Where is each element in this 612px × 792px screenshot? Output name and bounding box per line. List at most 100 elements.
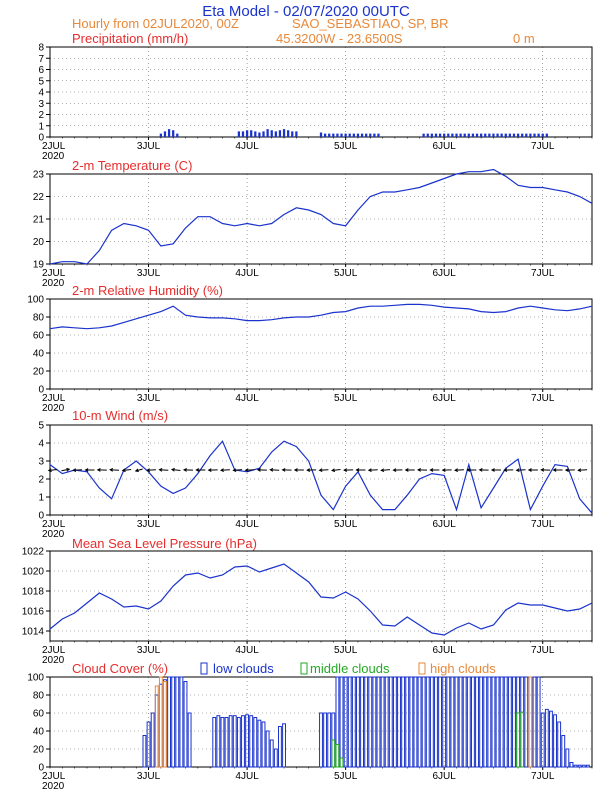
- rh-xtick-label: 6JUL: [433, 393, 457, 404]
- cloud-low-bar: [212, 717, 217, 768]
- wind-xtick-label: 6JUL: [433, 519, 457, 530]
- wind-arrow-shaft: [135, 468, 143, 472]
- temp-xtick-label: 4JUL: [235, 268, 259, 279]
- precip-bar: [512, 133, 516, 137]
- wind-arrow-shaft: [48, 468, 58, 472]
- precip-bar: [521, 133, 524, 137]
- wind-year-label: 2020: [42, 529, 65, 540]
- precip-bar: [488, 133, 491, 137]
- precip-bar: [480, 133, 483, 137]
- precip-ytick-label: 3: [38, 99, 44, 110]
- rh-series-line: [49, 303, 593, 330]
- precip-bar: [266, 129, 269, 137]
- wind-arrow-head: [552, 468, 557, 472]
- wind-arrow-head: [343, 468, 348, 472]
- cloud-low-bar: [405, 676, 410, 768]
- legend-low-label: low clouds: [213, 661, 274, 676]
- wind-arrow-shaft: [122, 468, 132, 472]
- cloud-xtick-label: 5JUL: [334, 771, 358, 782]
- cloud-low-bar: [429, 676, 434, 768]
- mslp-ytick-label: 1022: [22, 547, 45, 558]
- temp-xtick-label: 7JUL: [531, 268, 555, 279]
- cloud-low-bar: [228, 715, 233, 768]
- temp-ytick-label: 20: [33, 237, 45, 248]
- wind-arrow-head: [380, 468, 385, 473]
- cloud-high-bar: [154, 685, 159, 768]
- cloud-low-bar: [236, 717, 241, 768]
- cloud-low-bar: [347, 676, 352, 768]
- cloud-low-bar: [323, 712, 328, 768]
- cloud-low-bar: [565, 748, 570, 768]
- panel-title-precip: Precipitation (mm/h): [72, 31, 188, 46]
- precip-xtick-label: 7JUL: [531, 141, 555, 152]
- cloud-low-bar: [425, 676, 430, 768]
- precip-ytick-label: 4: [38, 88, 44, 99]
- precip-bar: [360, 133, 364, 137]
- precip-bar: [282, 129, 286, 137]
- precip-ytick-label: 6: [38, 65, 44, 76]
- wind-arrow-shaft: [233, 469, 243, 471]
- header-elevation: 0 m: [513, 31, 535, 46]
- cloud-low-bar: [360, 676, 364, 768]
- mslp-xtick-label: 7JUL: [531, 645, 555, 656]
- wind-series-line: [49, 440, 593, 514]
- wind-ytick-label: 4: [38, 439, 44, 450]
- legend-mid-swatch: [300, 662, 308, 675]
- cloud-low-bar: [380, 676, 385, 768]
- precip-bar: [245, 130, 249, 137]
- cloud-low-bar: [167, 676, 172, 768]
- wind-arrow-head: [515, 468, 520, 472]
- cloud-low-bar: [413, 676, 418, 768]
- cloud-low-bar: [491, 676, 496, 768]
- precip-ytick-label: 0: [38, 133, 44, 144]
- wind-xtick-label: 5JUL: [334, 519, 358, 530]
- precip-bar: [332, 133, 335, 137]
- temp-frame: [49, 173, 593, 265]
- wind-arrow-head: [219, 468, 224, 472]
- cloud-low-bar: [146, 721, 151, 768]
- wind-arrow-head: [564, 468, 569, 472]
- wind-xtick-label: 3JUL: [137, 519, 161, 530]
- cloud-low-bar: [265, 730, 270, 768]
- precip-bar: [467, 133, 470, 137]
- precip-bar: [274, 131, 277, 137]
- wind-arrow-shaft: [220, 469, 230, 471]
- cloud-ytick-label: 60: [33, 709, 45, 720]
- cloud-low-bar: [553, 714, 557, 768]
- mslp-frame: [49, 550, 593, 642]
- header-location: SAO_SEBASTIAO, SP, BR: [292, 16, 449, 31]
- wind-xtick-label: 4JUL: [235, 519, 259, 530]
- precip-xtick-label: 4JUL: [235, 141, 259, 152]
- cloud-low-bar: [327, 712, 332, 768]
- rh-xtick-label: 4JUL: [235, 393, 259, 404]
- cloud-low-bar: [339, 676, 344, 768]
- wind-arrow-head: [256, 468, 261, 472]
- cloud-low-bar: [409, 676, 414, 768]
- cloud-low-bar: [549, 710, 553, 768]
- wind-arrow-head: [232, 468, 237, 473]
- panel-title-rh: 2-m Relative Humidity (%): [72, 283, 223, 298]
- cloud-low-bar: [532, 676, 537, 768]
- cloud-low-bar: [458, 676, 463, 768]
- precip-bar: [262, 131, 265, 137]
- cloud-low-bar: [561, 735, 566, 768]
- mslp-xtick-label: 4JUL: [235, 645, 259, 656]
- precip-bar: [516, 133, 520, 137]
- precip-bar: [434, 133, 438, 137]
- precip-bar: [291, 131, 294, 137]
- temp-year-label: 2020: [42, 278, 65, 289]
- mslp-xtick-label: 3JUL: [137, 645, 161, 656]
- precip-ytick-label: 5: [38, 76, 44, 87]
- mslp-series-line: [49, 563, 593, 636]
- legend-high-label: high clouds: [430, 661, 496, 676]
- cloud-low-bar: [397, 676, 401, 768]
- cloud-low-bar: [150, 712, 155, 768]
- cloud-high-bar: [158, 676, 163, 768]
- wind-arrow-shaft: [61, 468, 70, 472]
- cloud-low-bar: [368, 676, 373, 768]
- precip-bar: [504, 133, 507, 137]
- cloud-low-bar: [171, 676, 176, 768]
- precip-ytick-label: 1: [38, 121, 44, 132]
- precip-bar: [237, 131, 241, 137]
